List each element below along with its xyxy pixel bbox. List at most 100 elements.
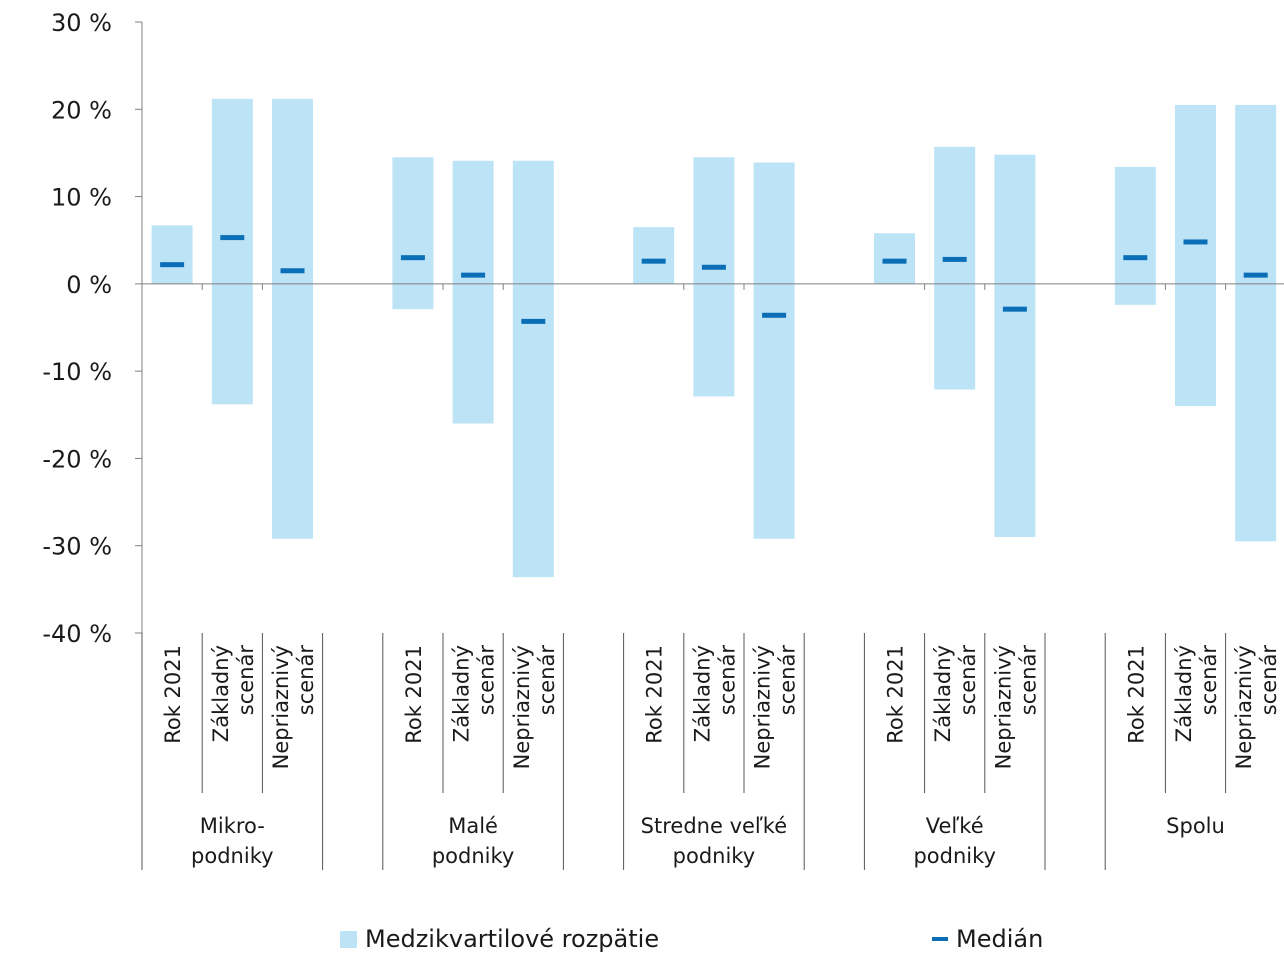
legend-layer: Medzikvartilové rozpätie Medián <box>340 925 1043 953</box>
category-label-line: Rok 2021 <box>1124 645 1148 744</box>
category-label-line: scenár <box>1257 645 1281 716</box>
legend-label-median: Medián <box>956 925 1043 953</box>
category-label: Základnýscenár <box>1172 645 1221 743</box>
y-tick-label: 30 % <box>51 9 112 37</box>
iqr-bar <box>874 233 915 284</box>
labels-layer: 30 % 20 % 10 % 0 % -10 % -20 % -30 % -40 % Rok 2… <box>42 9 1281 868</box>
y-tick-label: 0 % <box>66 271 112 299</box>
median-mark <box>1123 255 1148 261</box>
category-label-line: scenár <box>535 645 559 716</box>
category-label: Základnýscenár <box>690 645 739 743</box>
category-label-line: Rok 2021 <box>161 645 185 744</box>
category-label: Rok 2021 <box>161 645 185 744</box>
category-label-line: Nepriaznivý <box>269 645 293 769</box>
iqr-bar <box>693 157 735 397</box>
legend-swatch-range <box>340 931 357 948</box>
median-mark <box>400 255 425 261</box>
iqr-bar <box>633 227 675 284</box>
y-tick-label: -10 % <box>42 358 112 386</box>
category-label: Nepriaznivýscenár <box>751 645 800 770</box>
iqr-bar <box>1175 104 1216 407</box>
median-mark <box>1183 239 1208 245</box>
category-label-line: Nepriaznivý <box>510 645 534 769</box>
group-label: Mikro-podniky <box>191 814 274 868</box>
iqr-bar <box>392 157 434 310</box>
group-label: Spolu <box>1166 814 1225 838</box>
axis-layer <box>135 21 1284 870</box>
category-label: Nepriaznivýscenár <box>991 645 1040 770</box>
y-tick-label: -40 % <box>42 620 112 648</box>
group-label-line: podniky <box>191 844 274 868</box>
group-label-line: Mikro- <box>200 814 265 838</box>
median-mark <box>160 262 185 268</box>
y-tick-label: 10 % <box>51 184 112 212</box>
category-label: Rok 2021 <box>643 645 667 744</box>
category-label-line: Rok 2021 <box>643 645 667 744</box>
category-label-line: Rok 2021 <box>402 645 426 744</box>
category-label-line: Nepriaznivý <box>991 645 1015 769</box>
category-label-line: Základný <box>450 645 474 742</box>
category-label-line: Rok 2021 <box>884 645 908 744</box>
iqr-bar <box>151 225 193 284</box>
category-label-line: Základný <box>1172 645 1196 742</box>
group-label-line: Malé <box>448 814 498 838</box>
iqr-bar <box>211 98 253 405</box>
median-mark <box>762 312 787 318</box>
iqr-bar <box>512 160 554 578</box>
category-label-line: Základný <box>931 645 955 742</box>
y-tick-label: -20 % <box>42 445 112 473</box>
iqr-bar <box>452 160 494 424</box>
median-mark <box>701 264 726 270</box>
group-label-line: podniky <box>432 844 515 868</box>
category-label-line: Nepriaznivý <box>1232 645 1256 769</box>
category-label: Základnýscenár <box>931 645 980 743</box>
median-mark <box>1002 306 1027 312</box>
category-label: Rok 2021 <box>1124 645 1148 744</box>
y-tick-label: 20 % <box>51 96 112 124</box>
category-label: Nepriaznivýscenár <box>1232 645 1281 770</box>
median-mark <box>521 318 546 324</box>
category-label-line: scenár <box>234 645 258 716</box>
median-mark <box>641 258 666 264</box>
category-label: Základnýscenár <box>209 645 258 743</box>
group-label-line: podniky <box>913 844 996 868</box>
median-mark <box>461 272 486 278</box>
median-mark <box>1243 272 1268 278</box>
category-label-line: Nepriaznivý <box>751 645 775 769</box>
group-label: Veľké podniky <box>913 814 996 868</box>
group-label-line: Veľké <box>926 814 984 838</box>
category-label-line: Základný <box>209 645 233 742</box>
median-mark <box>882 258 907 264</box>
category-label-line: scenár <box>1197 645 1221 716</box>
group-label-line: Stredne veľké <box>641 814 787 838</box>
median-mark <box>942 256 967 262</box>
category-label-line: scenár <box>1016 645 1040 716</box>
category-label-line: Základný <box>690 645 714 742</box>
category-label: Základnýscenár <box>450 645 499 743</box>
iqr-bar <box>1114 166 1156 305</box>
legend-label-range: Medzikvartilové rozpätie <box>365 925 659 953</box>
category-label-line: scenár <box>715 645 739 716</box>
iqr-bar <box>1235 104 1277 542</box>
iqr-bar <box>753 162 795 539</box>
y-tick-label: -30 % <box>42 533 112 561</box>
group-label-line: podniky <box>673 844 756 868</box>
iqr-bar <box>934 146 976 390</box>
iqr-bar <box>272 98 313 539</box>
bars-layer <box>151 98 1277 578</box>
category-label-line: scenár <box>776 645 800 716</box>
category-label: Nepriaznivýscenár <box>269 645 318 770</box>
category-label-line: scenár <box>475 645 499 716</box>
category-label-line: scenár <box>956 645 980 716</box>
category-label-line: scenár <box>294 645 318 716</box>
legend-swatch-median <box>932 937 948 941</box>
category-label: Rok 2021 <box>402 645 426 744</box>
category-label: Rok 2021 <box>884 645 908 744</box>
category-label: Nepriaznivýscenár <box>510 645 559 770</box>
group-label: Malé podniky <box>432 814 515 868</box>
median-mark <box>220 235 245 241</box>
group-label: Stredne veľké podniky <box>641 814 787 868</box>
group-label-line: Spolu <box>1166 814 1225 838</box>
iqr-bar <box>994 154 1036 537</box>
